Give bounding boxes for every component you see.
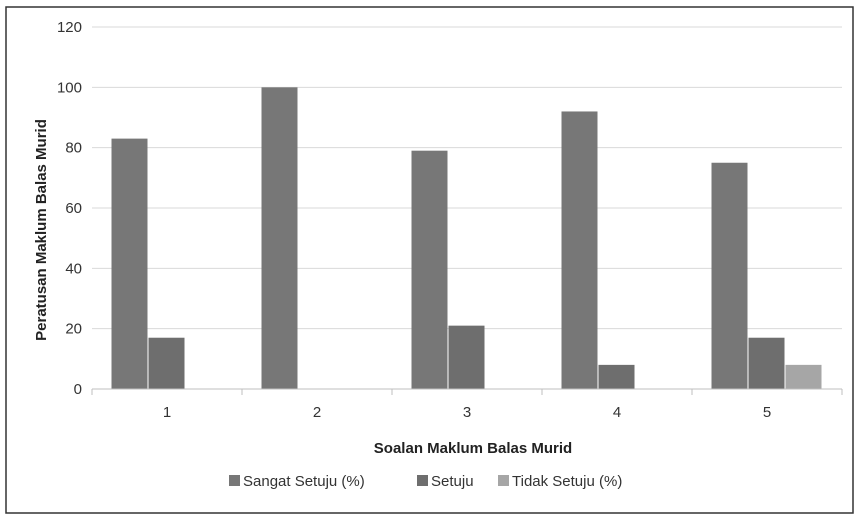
y-tick-label: 20 [65, 321, 82, 338]
legend-label-3: Tidak Setuju (%) [512, 473, 622, 490]
bar-1-4 [561, 111, 598, 389]
legend: Sangat Setuju (%) Setuju Tidak Setuju (%) [229, 473, 622, 490]
x-tick-label: 1 [163, 404, 171, 421]
legend-label-2: Setuju [431, 473, 474, 490]
legend-swatch-3 [498, 475, 509, 486]
bar-2-5 [748, 337, 785, 389]
x-tick-label: 5 [763, 404, 771, 421]
bar-1-2 [261, 87, 298, 389]
legend-label-1: Sangat Setuju (%) [243, 473, 365, 490]
bar-2-4 [598, 364, 635, 389]
bar-1-1 [111, 138, 148, 389]
bar-2-3 [448, 325, 485, 389]
y-axis-label: Peratusan Maklum Balas Murid [33, 119, 50, 341]
legend-swatch-1 [229, 475, 240, 486]
y-tick-label: 0 [74, 381, 82, 398]
x-axis-label: Soalan Maklum Balas Murid [374, 440, 572, 457]
y-tick-label: 60 [65, 200, 82, 217]
bar-3-5 [785, 364, 822, 389]
x-tick-label: 3 [463, 404, 471, 421]
legend-swatch-2 [417, 475, 428, 486]
x-axis-ticks: 1 2 3 4 5 [91, 389, 843, 421]
bar-1-5 [711, 162, 748, 389]
y-axis-ticks: 0 20 40 60 80 100 120 [57, 19, 82, 398]
x-tick-label: 2 [313, 404, 321, 421]
y-tick-label: 120 [57, 19, 82, 36]
bar-1-3 [411, 150, 448, 389]
y-tick-label: 40 [65, 260, 82, 277]
y-tick-label: 100 [57, 79, 82, 96]
x-tick-label: 4 [613, 404, 621, 421]
bars [111, 87, 822, 389]
y-tick-label: 80 [65, 140, 82, 157]
bar-2-1 [148, 337, 185, 389]
